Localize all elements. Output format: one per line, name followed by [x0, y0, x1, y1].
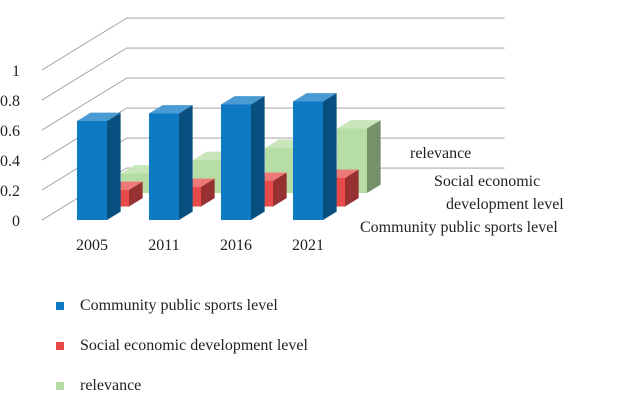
bar-side [179, 105, 193, 220]
legend-label-social-economic: Social economic development level [80, 337, 308, 354]
depth-label-relevance: relevance [410, 145, 471, 162]
gridline [41, 47, 505, 101]
legend-swatch-community-sports [56, 302, 64, 310]
bar-top [221, 96, 265, 105]
bar-series [77, 93, 381, 220]
x-category-label: 2011 [148, 237, 179, 254]
y-axis-ticks: 0 0.2 0.4 0.6 0.8 1 [0, 63, 20, 230]
bar-top [77, 112, 121, 121]
bar-top [337, 120, 381, 129]
depth-label-social-economic-cont: development level [446, 196, 564, 213]
bar-side [251, 96, 265, 220]
bar-front [149, 113, 179, 220]
legend-item-social-economic: Social economic development level [56, 326, 308, 366]
x-axis-categories: 2005 2011 2016 2021 [76, 237, 324, 254]
bar-front [293, 101, 323, 220]
depth-label-social-economic: Social economic [434, 173, 540, 190]
bar-top [293, 93, 337, 102]
gridline [41, 17, 505, 71]
gridline [41, 107, 505, 161]
depth-axis-labels: relevance Social economic development leve… [360, 145, 564, 236]
bar-side [367, 120, 381, 193]
bar-top [149, 105, 193, 114]
legend-item-community-sports: Community public sports level [56, 286, 308, 326]
y-tick-label: 0.6 [0, 123, 20, 140]
y-tick-label: 0.4 [0, 153, 20, 170]
legend: Community public sports level Social eco… [56, 286, 308, 406]
bar [77, 112, 121, 220]
legend-swatch-social-economic [56, 342, 64, 350]
bar-side [129, 181, 143, 207]
bar-side [273, 172, 287, 207]
legend-label-community-sports: Community public sports level [80, 297, 278, 314]
legend-item-relevance: relevance [56, 366, 308, 406]
bar [221, 96, 265, 220]
y-tick-label: 0.8 [0, 93, 20, 110]
legend-label-relevance: relevance [80, 377, 142, 394]
bar [149, 105, 193, 220]
y-tick-label: 0.2 [0, 183, 20, 200]
bar-side [107, 112, 121, 220]
x-category-label: 2005 [76, 237, 108, 254]
bar-front [221, 104, 251, 220]
legend-swatch-relevance [56, 382, 64, 390]
depth-label-community-sports: Community public sports level [360, 219, 558, 236]
gridline [41, 77, 505, 131]
bar-side [345, 169, 359, 207]
chart-area: 0 0.2 0.4 0.6 0.8 1 2005 2011 2016 2021 relevanc… [0, 17, 564, 254]
x-category-label: 2016 [220, 237, 252, 254]
bar-side [201, 178, 215, 207]
x-category-label: 2021 [292, 237, 324, 254]
bar-front [77, 121, 107, 220]
bar-side [323, 93, 337, 220]
bar [293, 93, 337, 220]
y-tick-label: 0 [12, 213, 20, 230]
y-tick-label: 1 [12, 63, 20, 80]
